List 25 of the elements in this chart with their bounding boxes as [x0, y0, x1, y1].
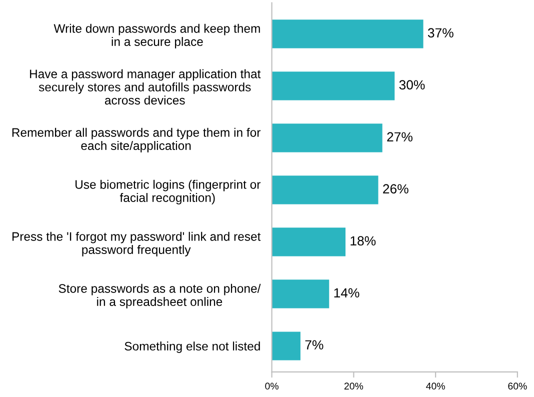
data-label: 18%: [350, 236, 376, 246]
y-tick-label: Press the 'I forgot my password' link and reset password frequently: [12, 232, 261, 256]
y-tick-label: Have a password manager application that securely stores and autofills passwords across devices: [30, 69, 261, 105]
bar: [272, 72, 395, 100]
bar: [272, 228, 346, 256]
data-label: 14%: [334, 288, 360, 298]
data-label: 30%: [399, 80, 425, 90]
x-tick-label: 0%: [265, 382, 278, 390]
y-tick-label: Write down passwords and keep them in a secure place: [54, 24, 260, 48]
x-tick-label: 20%: [344, 382, 364, 390]
y-tick-label: Something else not listed: [124, 342, 260, 353]
data-label: 27%: [387, 132, 412, 142]
data-label: 7%: [305, 340, 324, 350]
data-label: 37%: [428, 28, 454, 38]
x-tick-label: 40%: [426, 382, 445, 390]
data-label: 26%: [383, 184, 408, 194]
bar: [272, 332, 300, 360]
bar: [272, 176, 378, 204]
y-tick-label: Use biometric logins (fingerprint or facial recognition): [76, 180, 261, 204]
y-tick-label: Remember all passwords and type them in for each site/application: [12, 128, 261, 152]
bar: [272, 124, 382, 152]
y-tick-label: Store passwords as a note on phone/ in a spreadsheet online: [58, 284, 261, 308]
x-tick-label: 60%: [508, 382, 527, 390]
bar: [272, 280, 330, 308]
bar: [272, 20, 424, 48]
